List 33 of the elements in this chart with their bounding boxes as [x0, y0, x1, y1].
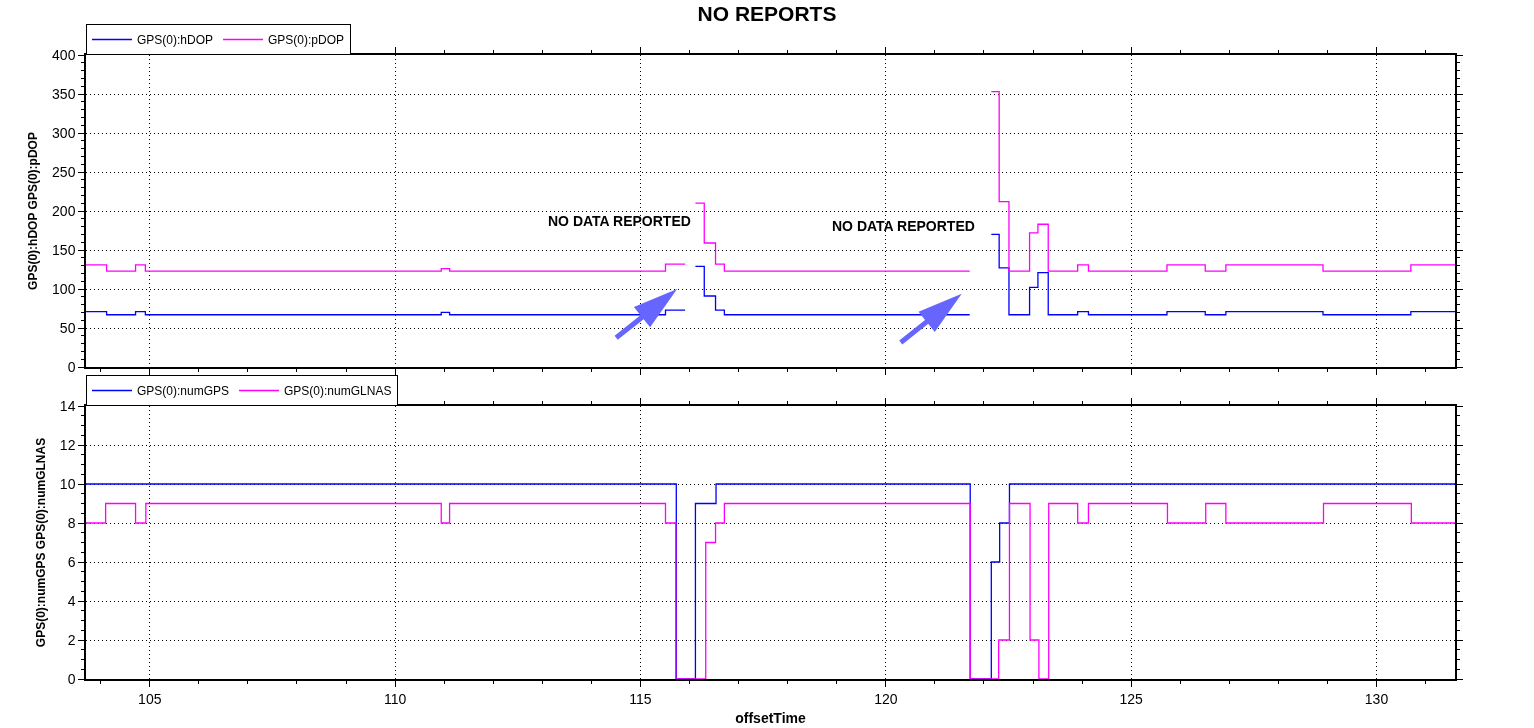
- y-tick-label: 250: [52, 163, 76, 180]
- y-tick-label: 50: [59, 319, 76, 336]
- y-tick-label: 200: [52, 202, 76, 219]
- x-tick-label: 120: [874, 690, 898, 707]
- legend-label: GPS(0):pDOP: [268, 33, 345, 48]
- x-tick-label: 105: [138, 690, 162, 707]
- y-tick-label: 300: [52, 124, 76, 141]
- y-tick-label: 8: [67, 514, 76, 531]
- y-tick-label: 400: [52, 46, 76, 63]
- y-tick-label: 0: [67, 670, 76, 687]
- y-tick-label: 0: [67, 358, 76, 375]
- chart-title: NO REPORTS: [697, 2, 837, 26]
- x-tick-label: 110: [383, 690, 407, 707]
- y-axis-title: GPS(0):hDOP GPS(0):pDOP: [25, 132, 40, 290]
- legend-label: GPS(0):numGLNAS: [284, 384, 392, 399]
- legend-label: GPS(0):hDOP: [137, 33, 214, 48]
- y-tick-label: 14: [59, 397, 76, 414]
- y-tick-label: 6: [67, 553, 76, 570]
- x-tick-label: 125: [1119, 690, 1144, 707]
- annotation: NO DATA REPORTED: [548, 213, 691, 229]
- x-tick-label: 130: [1364, 690, 1389, 707]
- y-tick-label: 10: [59, 475, 76, 492]
- y-tick-label: 4: [67, 592, 76, 609]
- x-axis-title: offsetTime: [735, 710, 806, 727]
- y-tick-label: 100: [52, 280, 76, 297]
- y-tick-label: 150: [52, 241, 76, 258]
- legend-label: GPS(0):numGPS: [137, 384, 230, 399]
- y-tick-label: 350: [52, 85, 76, 102]
- annotation: NO DATA REPORTED: [832, 218, 975, 234]
- y-tick-label: 2: [67, 631, 76, 648]
- x-tick-label: 115: [629, 690, 652, 707]
- y-axis-title: GPS(0):numGPS GPS(0):numGLNAS: [33, 437, 48, 648]
- y-tick-label: 12: [59, 436, 76, 453]
